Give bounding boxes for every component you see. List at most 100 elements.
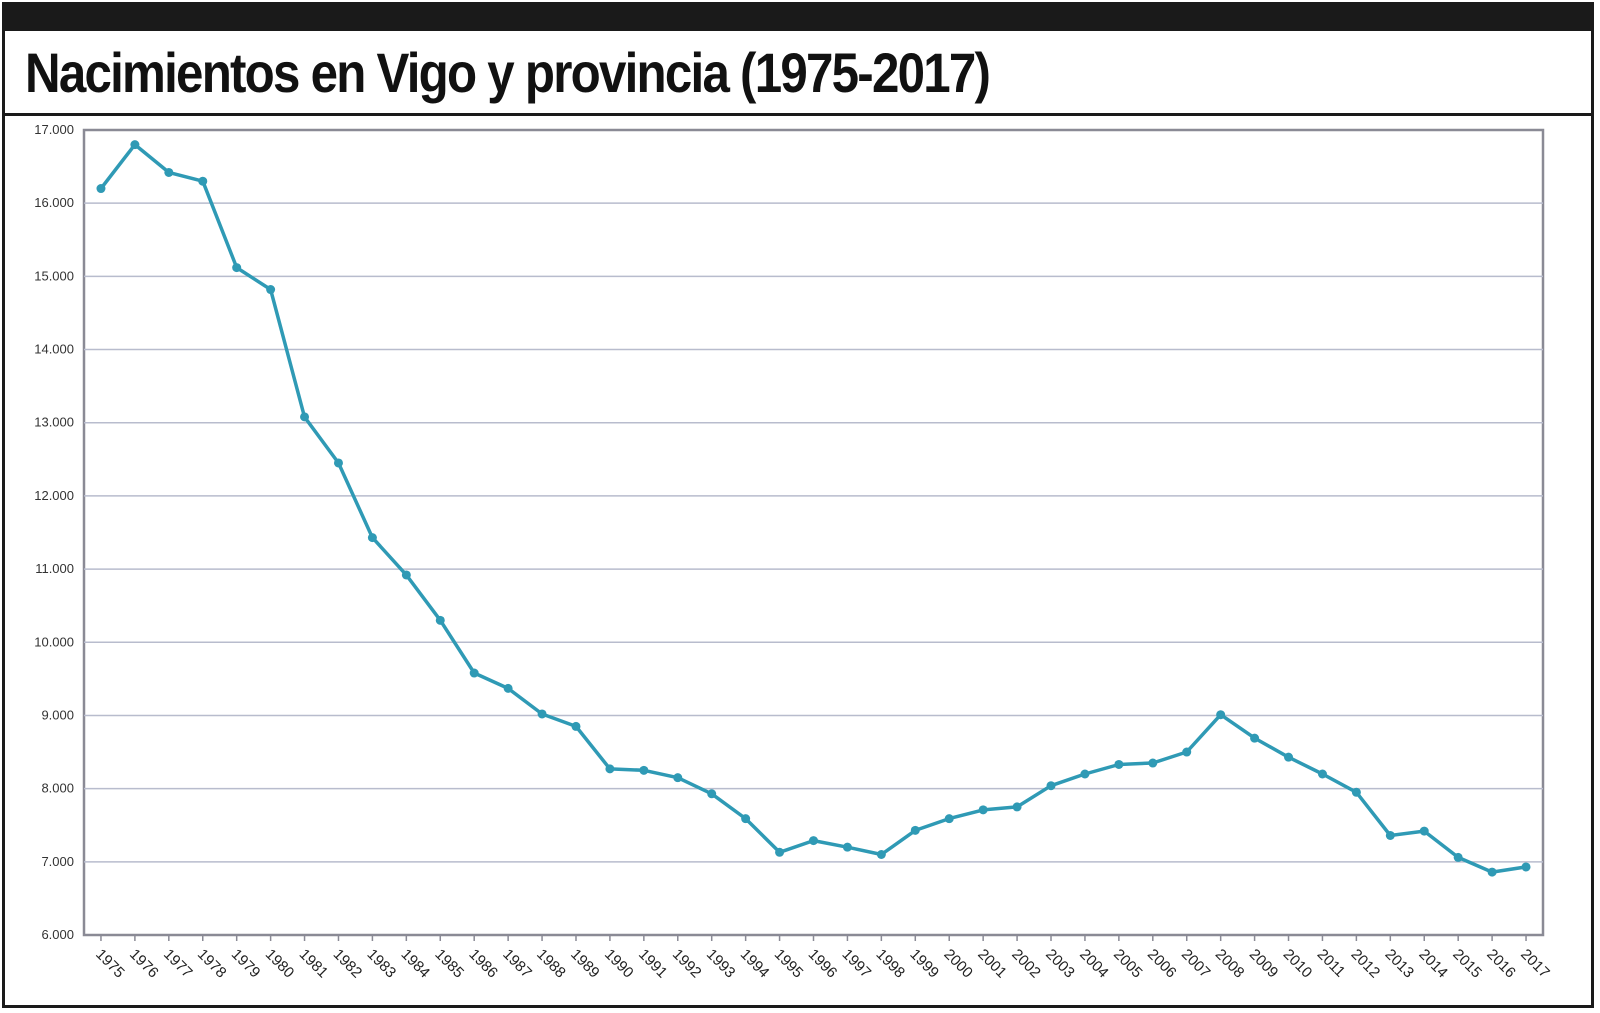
y-tick-label: 9.000 (41, 707, 74, 722)
data-point (130, 140, 140, 150)
x-tick-label: 2004 (1076, 946, 1112, 982)
x-tick-label: 1987 (499, 946, 535, 982)
data-point (1419, 826, 1429, 836)
x-tick-label: 1985 (431, 946, 467, 982)
data-point (639, 765, 649, 775)
data-point (707, 789, 717, 799)
chart-title: Nacimientos en Vigo y provincia (1975-20… (25, 41, 991, 104)
y-tick-label: 13.000 (34, 415, 74, 430)
data-point (1351, 787, 1361, 797)
y-tick-label: 14.000 (34, 342, 74, 357)
x-tick-label: 2008 (1212, 946, 1248, 982)
data-point (571, 721, 581, 731)
data-point (1012, 802, 1022, 812)
data-point (1046, 781, 1056, 791)
data-point (503, 683, 513, 693)
title-divider (5, 113, 1591, 116)
y-tick-label: 16.000 (34, 195, 74, 210)
x-tick-label: 2010 (1280, 946, 1316, 982)
x-tick-label: 1986 (465, 946, 501, 982)
data-point (300, 412, 310, 422)
x-tick-label: 2017 (1517, 946, 1553, 982)
data-point (1080, 769, 1090, 779)
data-point (1250, 733, 1260, 743)
data-point (978, 805, 988, 815)
y-tick-label: 8.000 (41, 781, 74, 796)
x-tick-label: 1982 (330, 946, 366, 982)
data-point (367, 533, 377, 543)
data-point (469, 668, 479, 678)
x-tick-label: 1975 (92, 946, 128, 982)
data-point (876, 850, 886, 859)
data-point (1148, 758, 1158, 768)
data-point (435, 615, 445, 625)
data-point (842, 842, 852, 852)
x-tick-label: 2012 (1348, 946, 1384, 982)
data-point (1521, 862, 1531, 872)
data-point (775, 847, 785, 857)
x-tick-label: 1997 (839, 946, 875, 982)
header-bar (5, 5, 1591, 31)
y-tick-label: 15.000 (34, 268, 74, 283)
x-tick-label: 1995 (771, 946, 807, 982)
data-point (673, 773, 683, 783)
x-tick-label: 1993 (703, 946, 739, 982)
data-point (266, 285, 276, 295)
data-point (1216, 710, 1226, 720)
x-tick-label: 2007 (1178, 946, 1214, 982)
y-tick-label: 10.000 (34, 634, 74, 649)
data-point (401, 570, 411, 580)
data-point (164, 167, 174, 177)
x-tick-label: 1983 (364, 946, 400, 982)
data-point (809, 836, 818, 846)
x-tick-label: 2002 (1008, 946, 1044, 982)
data-point (605, 764, 615, 774)
x-tick-label: 1979 (228, 946, 264, 982)
data-point (232, 263, 242, 273)
data-point (1284, 752, 1294, 762)
data-point (1317, 769, 1327, 779)
x-tick-label: 2015 (1449, 946, 1485, 982)
x-tick-label: 1977 (160, 946, 196, 982)
x-tick-label: 2003 (1042, 946, 1078, 982)
y-tick-label: 12.000 (34, 488, 74, 503)
x-tick-label: 1991 (635, 946, 671, 982)
data-point (198, 176, 208, 186)
x-tick-label: 2014 (1415, 946, 1451, 982)
data-point (333, 458, 343, 468)
data-point (537, 709, 547, 719)
data-point (1453, 852, 1463, 862)
y-tick-label: 6.000 (41, 927, 74, 942)
y-tick-label: 7.000 (41, 854, 74, 869)
x-tick-label: 1996 (805, 946, 841, 982)
x-tick-label: 1994 (737, 946, 773, 982)
x-tick-label: 1989 (567, 946, 603, 982)
x-tick-label: 1978 (194, 946, 230, 982)
x-tick-label: 2000 (940, 946, 976, 982)
x-tick-label: 1981 (296, 946, 332, 982)
x-tick-label: 1998 (873, 946, 909, 982)
data-point (910, 825, 920, 835)
data-point (1487, 867, 1497, 877)
x-tick-label: 1976 (126, 946, 162, 982)
x-tick-label: 1988 (533, 946, 569, 982)
x-tick-label: 2016 (1483, 946, 1519, 982)
data-point (741, 814, 751, 824)
x-tick-label: 2011 (1314, 946, 1349, 981)
x-tick-label: 1990 (601, 946, 637, 982)
x-tick-label: 2005 (1110, 946, 1146, 982)
y-tick-label: 11.000 (35, 561, 74, 576)
data-point (1385, 830, 1395, 840)
x-tick-label: 1980 (262, 946, 298, 982)
y-tick-label: 17.000 (34, 122, 74, 137)
data-point (944, 814, 954, 824)
data-point (1182, 747, 1192, 757)
x-tick-label: 2009 (1246, 946, 1282, 982)
plot-area (82, 128, 1545, 937)
x-tick-label: 1999 (906, 946, 942, 982)
x-tick-label: 2001 (974, 946, 1010, 982)
data-point (1114, 759, 1124, 769)
x-tick-label: 2006 (1144, 946, 1180, 982)
x-tick-label: 1992 (669, 946, 705, 982)
